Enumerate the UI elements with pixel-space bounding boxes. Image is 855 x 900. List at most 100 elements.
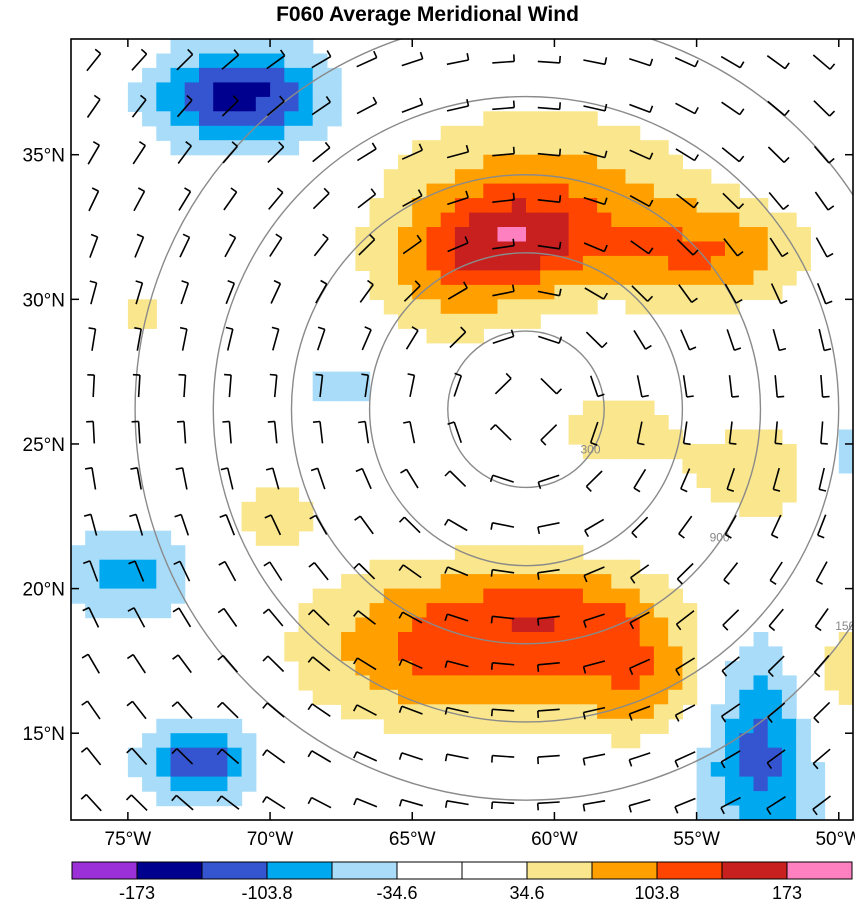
field-cell <box>582 603 598 619</box>
field-cell <box>597 588 612 604</box>
field-cell <box>383 198 399 214</box>
wind-barb-flag <box>355 467 363 473</box>
field-cell <box>696 198 712 214</box>
field-cell <box>142 82 157 98</box>
wind-barb-flag <box>590 442 598 446</box>
wind-barb-flag <box>463 281 468 289</box>
field-cell <box>341 704 356 720</box>
field-cell <box>497 588 513 604</box>
wind-barb-flag <box>307 703 313 711</box>
wind-barb <box>221 100 239 117</box>
field-cell <box>668 154 683 170</box>
field-cell <box>184 96 200 112</box>
wind-barb-flag <box>126 700 133 707</box>
field-cell <box>696 472 712 488</box>
wind-barb-flag <box>81 653 89 659</box>
wind-barb <box>812 795 831 810</box>
wind-barb <box>221 748 240 765</box>
field-cell <box>653 255 669 271</box>
wind-barb <box>89 236 99 258</box>
wind-barb <box>583 105 606 112</box>
field-cell <box>341 632 356 648</box>
wind-barb <box>401 57 423 67</box>
wind-barb <box>92 375 96 398</box>
wind-barb <box>180 514 190 536</box>
wind-barb <box>85 793 102 812</box>
field-cell <box>369 241 385 257</box>
wind-barb-flag <box>216 795 223 803</box>
field-cell <box>653 646 669 662</box>
field-cell <box>383 574 399 590</box>
field-cell <box>739 704 755 720</box>
field-cell <box>298 53 314 69</box>
field-cell <box>838 660 853 676</box>
field-cell <box>227 53 243 69</box>
field-cell <box>554 125 570 141</box>
field-cell <box>412 241 427 257</box>
field-cell <box>597 125 612 141</box>
wind-barb-flag <box>491 801 494 810</box>
wind-barb-flag <box>729 442 737 445</box>
colorbar-swatch <box>201 861 268 880</box>
field-cell <box>568 632 584 648</box>
field-cell <box>184 718 200 734</box>
field-cell <box>383 603 399 619</box>
field-cell <box>540 632 555 648</box>
field-cell <box>597 241 612 257</box>
wind-barb-flag <box>597 393 605 398</box>
wind-barb <box>312 192 330 210</box>
field-cell <box>454 646 470 662</box>
wind-barb-flag <box>403 420 411 424</box>
field-cell <box>781 805 797 820</box>
field-cell <box>753 472 769 488</box>
wind-barb-flag <box>628 713 633 721</box>
field-cell <box>653 617 669 633</box>
wind-barb <box>629 103 651 114</box>
field-cell <box>497 227 513 243</box>
field-cell <box>653 299 669 315</box>
field-cell <box>412 660 427 676</box>
field-cell <box>199 53 214 69</box>
wind-barb <box>356 102 377 115</box>
field-cell <box>213 733 228 749</box>
field-cell <box>597 140 612 156</box>
field-cell <box>483 140 499 156</box>
wind-barb <box>403 516 421 534</box>
wind-barb-flag <box>631 532 638 539</box>
field-cell <box>312 111 328 127</box>
field-cell <box>753 255 769 271</box>
wind-barb-flag <box>279 95 285 102</box>
field-cell <box>597 169 612 185</box>
field-cell <box>739 805 755 820</box>
field-cell <box>682 255 698 271</box>
field-cell <box>653 284 669 300</box>
field-cell <box>241 747 257 763</box>
wind-barb-flag <box>766 762 773 769</box>
field-cell <box>398 154 413 170</box>
field-cell <box>582 140 598 156</box>
field-cell <box>355 660 371 676</box>
wind-barb-flag <box>512 192 515 200</box>
field-cell <box>469 559 484 575</box>
field-cell <box>412 255 427 271</box>
wind-barb <box>133 607 146 628</box>
field-cell <box>554 617 570 633</box>
wind-barb-flag <box>604 150 608 158</box>
wind-barb-flag <box>735 299 743 304</box>
field-cell <box>85 588 100 604</box>
field-cell <box>369 255 385 271</box>
wind-barb <box>446 105 469 112</box>
field-cell <box>454 212 470 228</box>
field-cell <box>227 718 243 734</box>
field-cell <box>725 255 740 271</box>
field-cell <box>767 689 783 705</box>
field-cell <box>568 617 584 633</box>
colorbar: -173 -103.8 -34.6 34.6 103.8 173 <box>71 861 853 900</box>
wind-barb-flag <box>309 514 317 520</box>
wind-barb-flag <box>630 577 636 584</box>
wind-barb <box>492 708 515 712</box>
field-cell <box>668 603 683 619</box>
field-cell <box>398 241 413 257</box>
field-cell <box>156 791 172 807</box>
field-cell <box>326 371 342 387</box>
